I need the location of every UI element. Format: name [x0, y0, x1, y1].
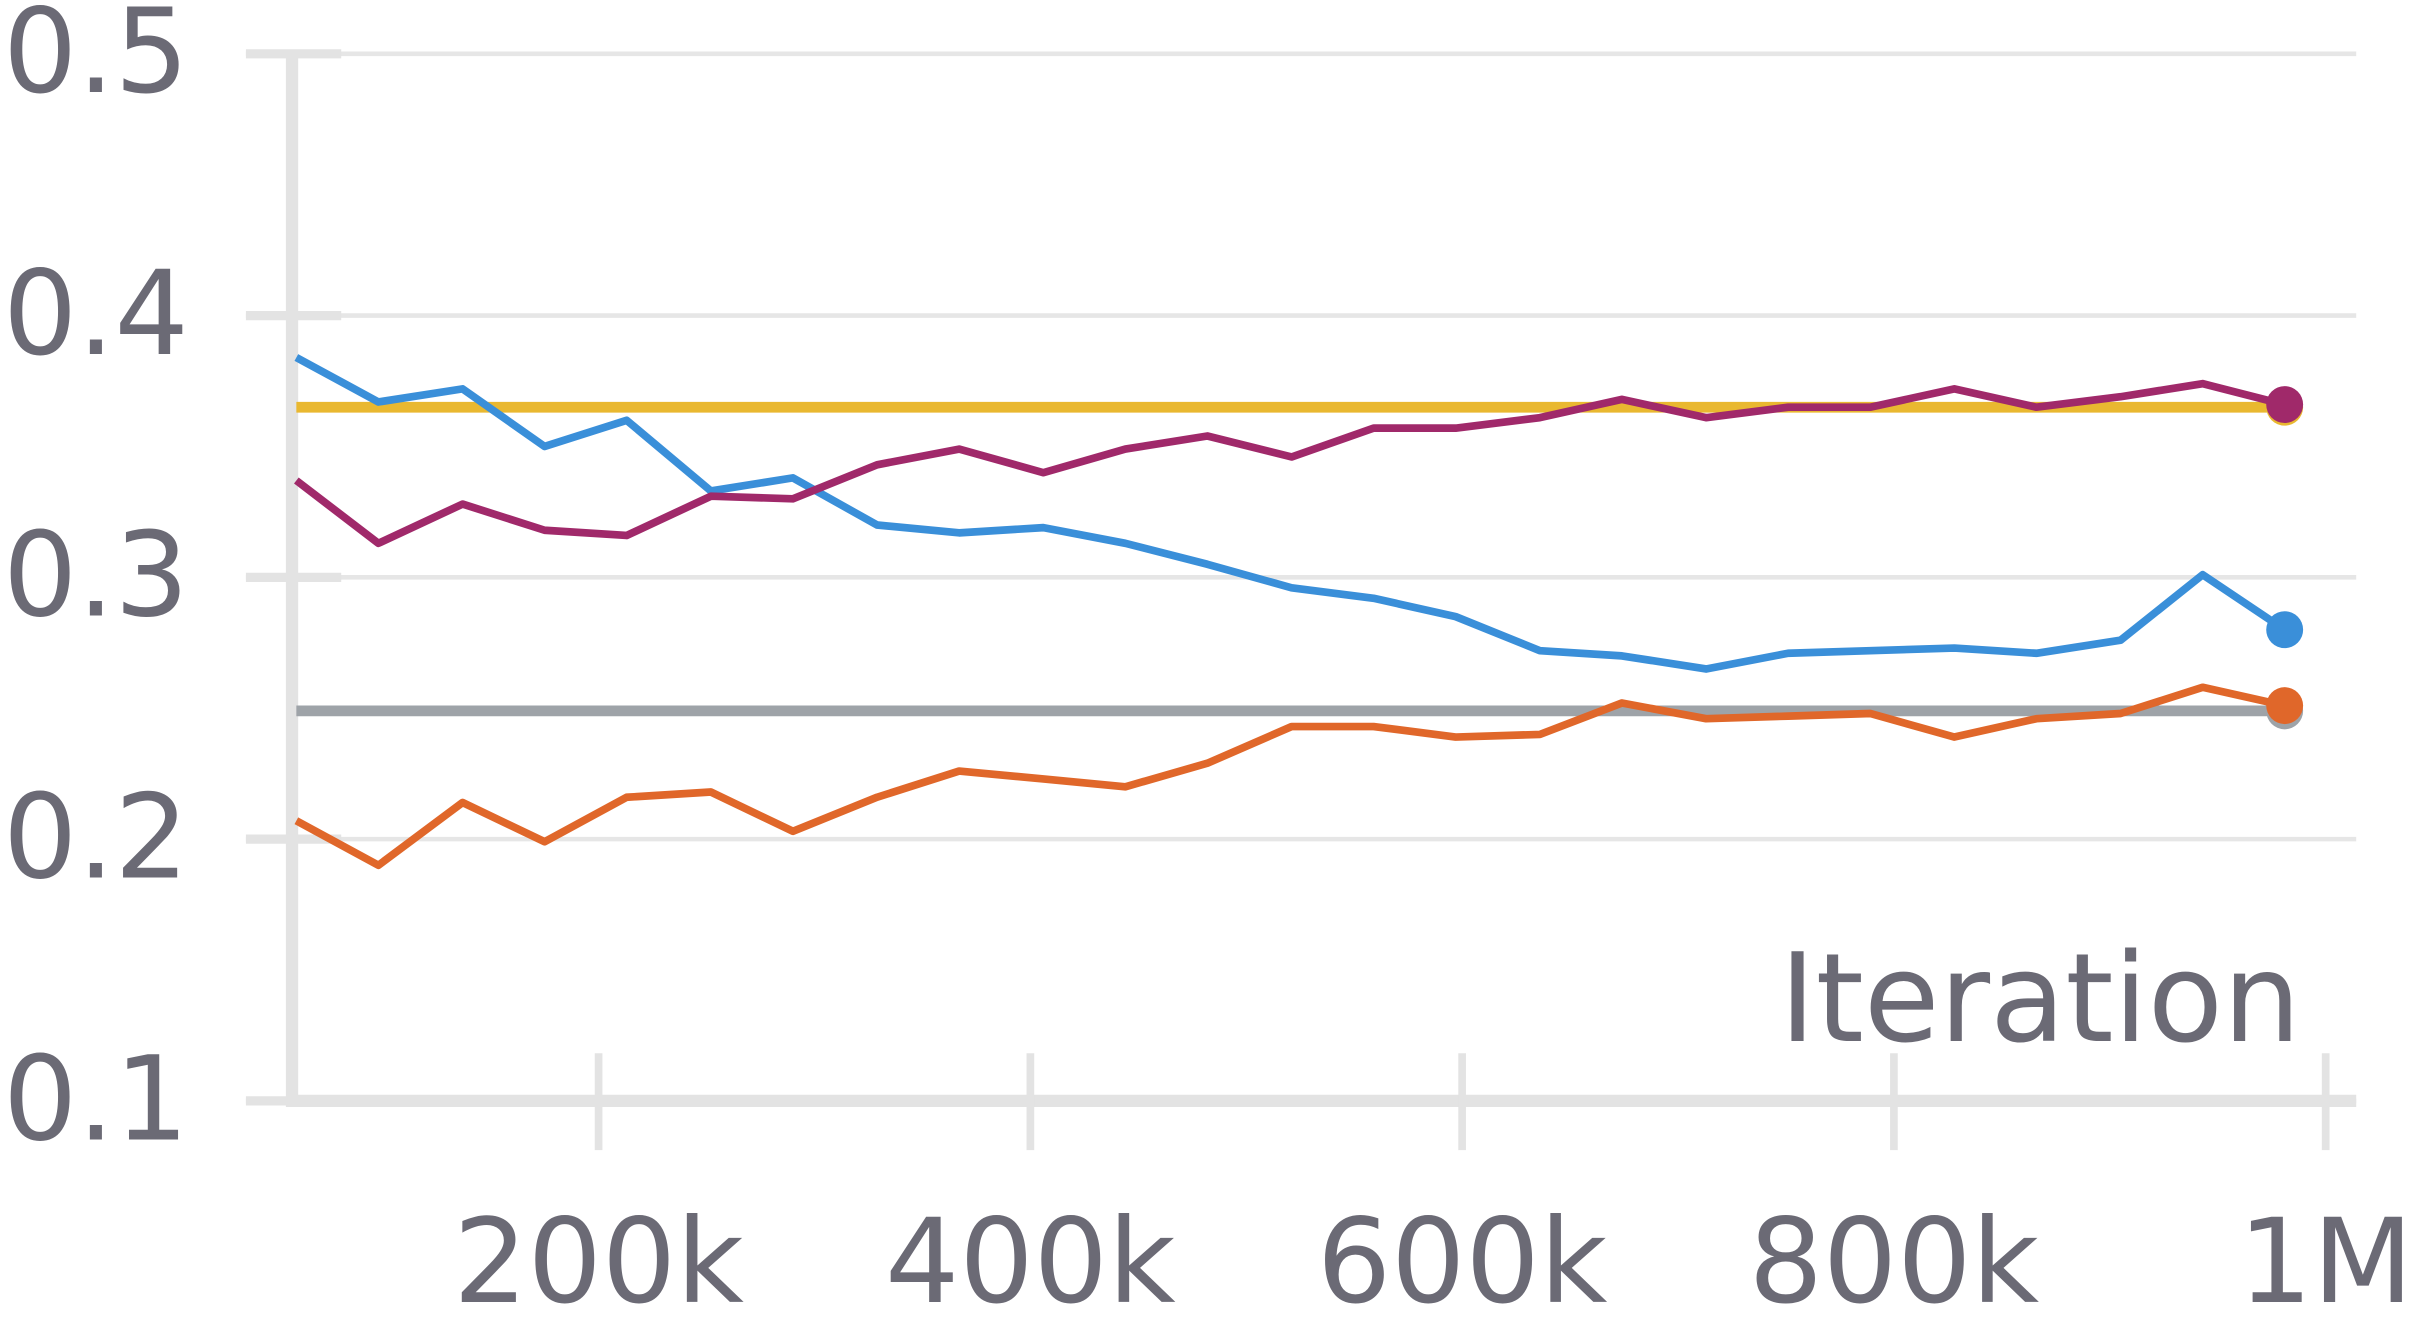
y-tick-label: 0.2 — [3, 769, 189, 905]
x-tick-label: 1M — [2238, 1194, 2410, 1330]
end-dot — [2266, 611, 2304, 649]
series-line — [294, 683, 2286, 870]
x-axis-label: Iteration — [1779, 928, 2301, 1071]
end-dot — [2266, 687, 2304, 725]
y-tick-label: 0.4 — [3, 246, 189, 382]
x-tick-label: 400k — [885, 1194, 1176, 1330]
y-tick-label: 0.5 — [3, 0, 189, 120]
series-line — [294, 354, 2287, 673]
x-tick-label: 600k — [1317, 1194, 1608, 1330]
y-tick-label: 0.1 — [3, 1031, 189, 1167]
x-tick-label: 200k — [453, 1194, 744, 1330]
x-tick-label: 800k — [1749, 1194, 2040, 1330]
y-tick-label: 0.3 — [3, 508, 189, 644]
series-line — [294, 379, 2286, 548]
end-dot — [2266, 386, 2304, 424]
